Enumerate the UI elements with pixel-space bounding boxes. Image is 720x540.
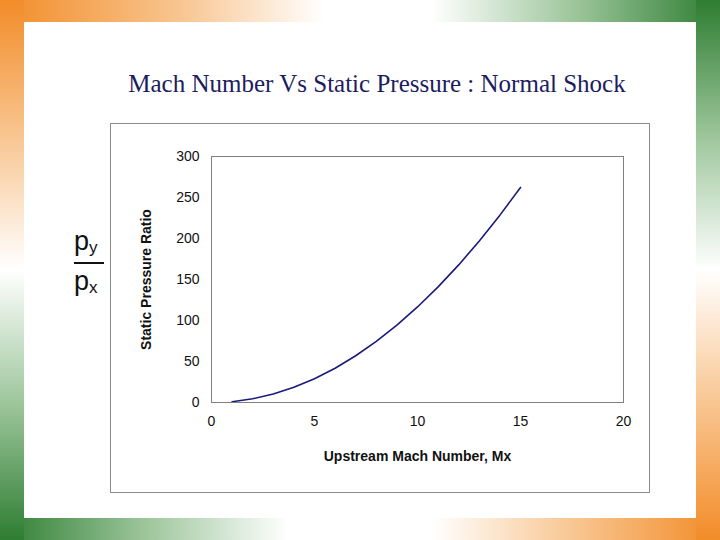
svg-text:100: 100 <box>176 312 200 328</box>
html-text:Mach Number Vs Static Pressure: Mach Number Vs Static Pressure : Normal … <box>128 70 626 97</box>
svg-text:0: 0 <box>208 413 216 429</box>
svg-text:250: 250 <box>176 189 200 205</box>
svg-text:300: 300 <box>176 148 200 164</box>
svg-text:50: 50 <box>184 353 200 369</box>
svg-text:15: 15 <box>513 413 529 429</box>
html-text:px: px <box>74 266 98 297</box>
svg-text:0: 0 <box>192 394 200 410</box>
svg-text:20: 20 <box>616 413 632 429</box>
svg-text:150: 150 <box>176 271 200 287</box>
svg-text:200: 200 <box>176 230 200 246</box>
svg-text:Static Pressure Ratio: Static Pressure Ratio <box>138 209 154 350</box>
svg-text:10: 10 <box>410 413 426 429</box>
svg-text:Upstream Mach Number, Mx: Upstream Mach Number, Mx <box>324 448 512 464</box>
svg-text:5: 5 <box>311 413 319 429</box>
html-text:py: py <box>74 226 98 257</box>
